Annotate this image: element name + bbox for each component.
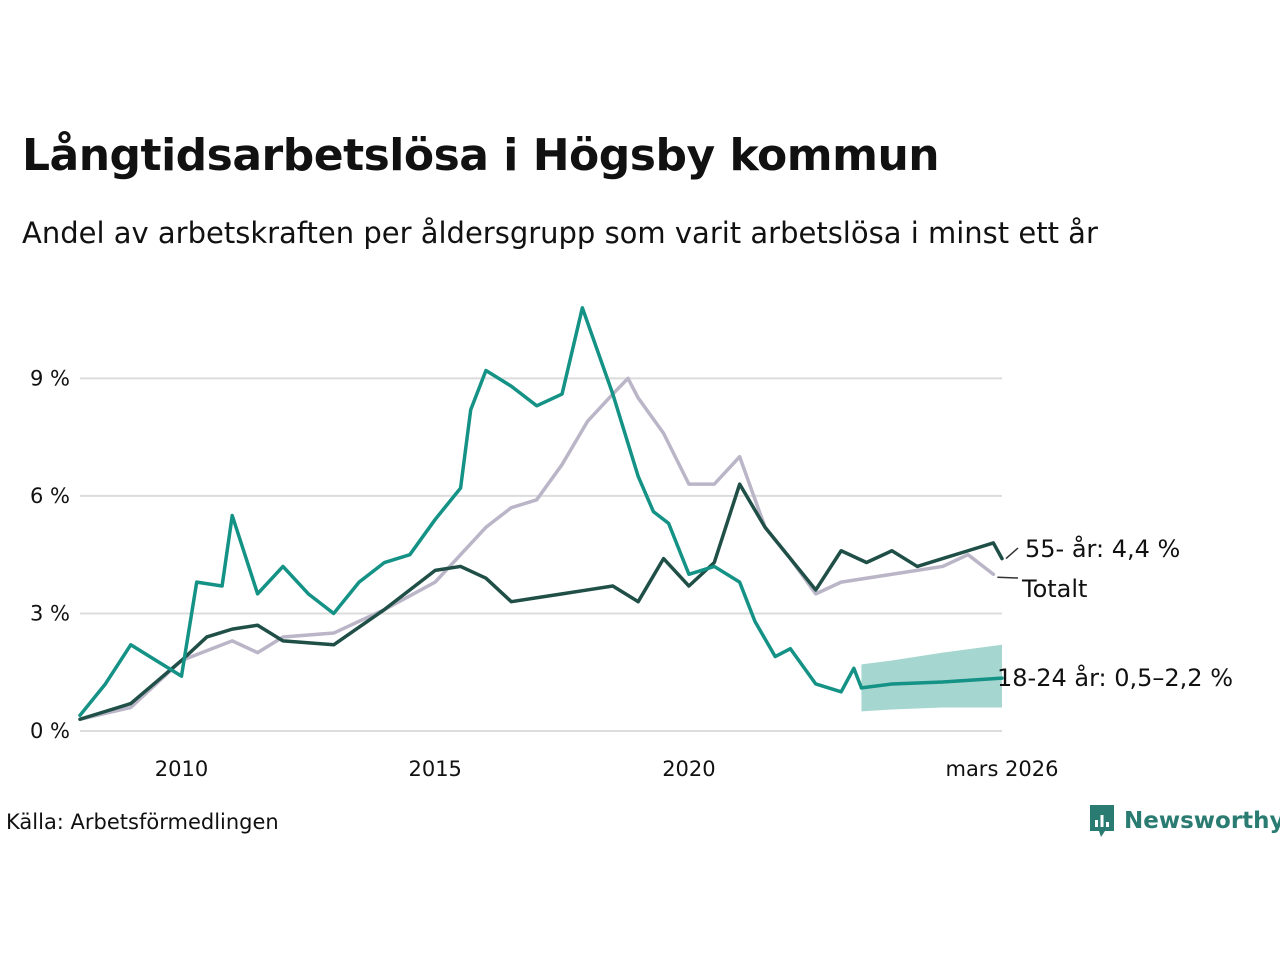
x-tick-label: mars 2026	[945, 757, 1058, 781]
y-tick-label: 6 %	[30, 484, 70, 508]
series-line-1	[78, 482, 1004, 721]
series-lines	[78, 306, 1004, 721]
newsworthy-logo-icon	[1090, 805, 1114, 837]
series-line-0	[78, 376, 996, 721]
series-line-2	[78, 306, 864, 718]
series-labels: 55- år: 4,4 % Totalt 18-24 år: 0,5–2,2 %	[997, 534, 1233, 692]
brand-logo: Newsworthy	[1088, 803, 1280, 839]
forecast-line	[859, 676, 1004, 690]
label-leader-55	[1005, 547, 1019, 560]
page-title: Långtidsarbetslösa i Högsby kommun	[22, 130, 940, 181]
y-tick-label: 0 %	[30, 719, 70, 743]
source-note: Källa: Arbetsförmedlingen	[6, 810, 279, 834]
x-tick-label: 2015	[408, 757, 461, 781]
series-label-total: Totalt	[1021, 575, 1087, 603]
series-label-18-24: 18-24 år: 0,5–2,2 %	[997, 663, 1233, 692]
y-tick-label: 3 %	[30, 601, 70, 625]
x-tick-label: 2020	[662, 757, 715, 781]
series-label-55: 55- år: 4,4 %	[1025, 534, 1180, 563]
y-axis: 0 % 3 % 6 % 9 %	[30, 366, 70, 743]
y-tick-label: 9 %	[30, 366, 70, 390]
forecast-band-group	[861, 644, 1002, 712]
forecast-band	[861, 644, 1002, 712]
x-axis: 2010 2015 2020 mars 2026	[155, 757, 1059, 781]
brand-name: Newsworthy	[1124, 808, 1280, 834]
label-leader-total	[997, 576, 1019, 579]
page-subtitle: Andel av arbetskraften per åldersgrupp s…	[22, 216, 1098, 250]
x-tick-label: 2010	[155, 757, 208, 781]
